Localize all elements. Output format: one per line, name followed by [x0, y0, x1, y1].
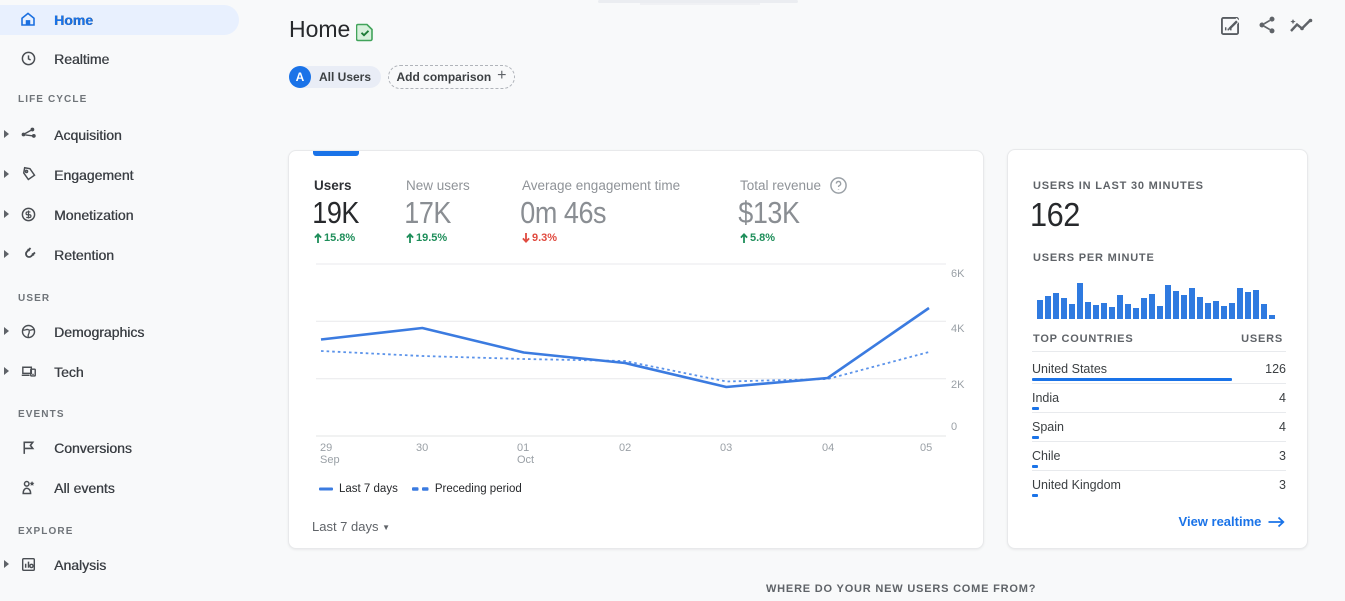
- svg-text:01: 01: [517, 442, 529, 454]
- svg-text:04: 04: [822, 442, 834, 454]
- svg-text:05: 05: [920, 442, 932, 454]
- svg-text:Oct: Oct: [517, 454, 534, 466]
- svg-text:02: 02: [619, 442, 631, 454]
- svg-text:6K: 6K: [951, 268, 965, 280]
- svg-text:2K: 2K: [951, 379, 965, 391]
- svg-text:4K: 4K: [951, 323, 965, 335]
- svg-text:Sep: Sep: [320, 454, 340, 466]
- svg-text:0: 0: [951, 421, 957, 433]
- svg-text:30: 30: [416, 442, 428, 454]
- svg-text:03: 03: [720, 442, 732, 454]
- svg-text:29: 29: [320, 442, 332, 454]
